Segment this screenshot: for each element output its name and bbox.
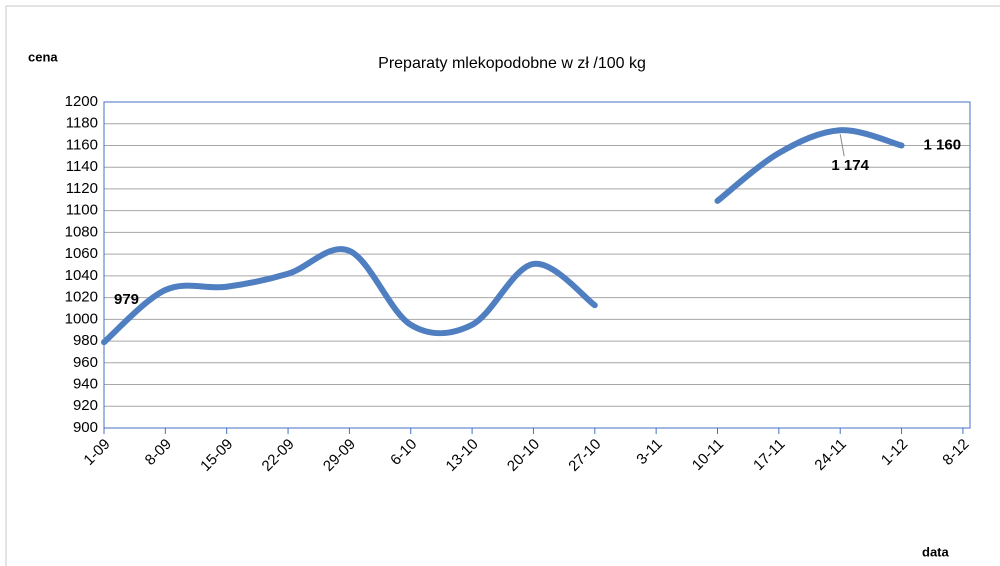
y-tick-label: 900 <box>73 419 98 436</box>
y-tick-label: 1020 <box>65 289 98 306</box>
y-tick-label: 920 <box>73 397 98 414</box>
x-tick-label: 3-11 <box>633 436 665 468</box>
y-tick-label: 1000 <box>65 310 98 327</box>
y-tick-label: 1160 <box>66 136 98 153</box>
y-tick-label: 960 <box>73 354 98 371</box>
x-tick-label: 8-12 <box>939 436 972 469</box>
y-tick-label: 1200 <box>65 93 98 110</box>
x-tick-label: 22-09 <box>259 436 298 475</box>
y-tick-label: 1140 <box>66 158 98 175</box>
x-tick-label: 15-09 <box>197 436 236 475</box>
data-label: 1 160 <box>924 136 962 153</box>
x-tick-label: 6-10 <box>387 436 420 469</box>
plot-border <box>103 101 971 429</box>
y-tick-label: 1120 <box>66 180 98 197</box>
frame <box>5 5 1000 566</box>
chart-title: Preparaty mlekopodobne w zł /100 kg <box>378 55 646 72</box>
x-tick-label: 1-12 <box>878 436 911 469</box>
y-tick-label: 1080 <box>65 223 98 240</box>
y-tick-label: 1100 <box>66 202 98 219</box>
y-tick-label: 1060 <box>65 245 98 262</box>
data-label: 1 174 <box>831 157 869 174</box>
y-axis-label: cena <box>28 49 58 64</box>
x-tick-label: 13-10 <box>443 436 482 475</box>
y-tick-label: 940 <box>73 376 98 393</box>
x-tick-label: 29-09 <box>320 436 359 475</box>
y-tick-label: 980 <box>73 332 98 349</box>
x-tick-label: 24-11 <box>811 436 849 474</box>
y-tick-label: 1180 <box>66 115 98 132</box>
x-tick-label: 1-09 <box>80 436 113 469</box>
x-tick-label: 17-11 <box>750 436 788 474</box>
label-leader <box>839 134 845 157</box>
x-tick-label: 10-11 <box>689 436 727 474</box>
x-axis-label: data <box>922 544 950 559</box>
x-tick-label: 20-10 <box>504 436 543 475</box>
data-label: 979 <box>114 291 139 308</box>
x-tick-label: 8-09 <box>142 436 175 469</box>
x-tick-label: 27-10 <box>565 436 604 475</box>
line-series <box>101 127 905 346</box>
y-tick-label: 1040 <box>65 267 98 284</box>
